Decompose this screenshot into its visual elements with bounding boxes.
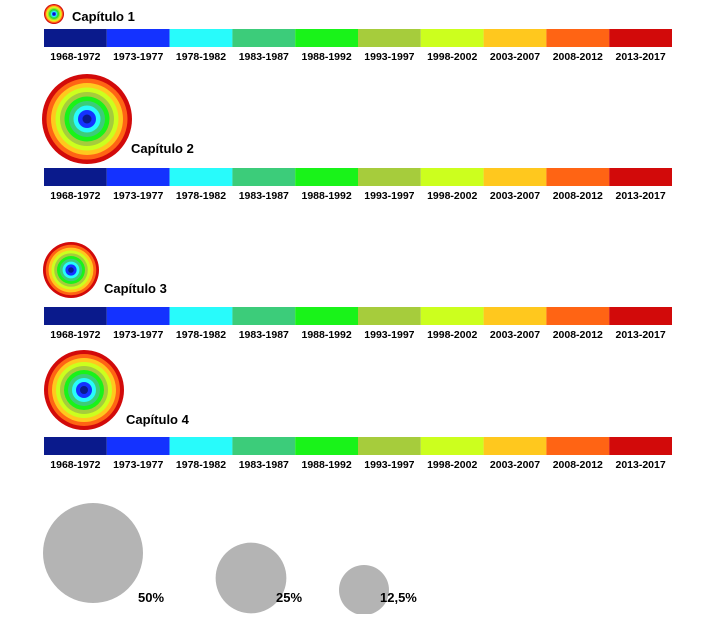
chapter-1-segment-2013-2017 (609, 29, 672, 47)
chapter-4-period-label: 1983-1987 (239, 459, 289, 471)
chapter-3-segment-1973-1977 (106, 307, 170, 325)
chapter-2-ring-1968-1972 (82, 114, 92, 124)
chapter-4-period-label: 2013-2017 (615, 459, 665, 471)
chapter-4-label: Capítulo 4 (126, 412, 190, 427)
chapter-4-segment-1993-1997 (358, 437, 421, 455)
chapter-1-segment-2008-2012 (546, 29, 610, 47)
chapter-2-period-label: 1978-1982 (176, 190, 226, 202)
chapter-4-period-label: 1993-1997 (364, 459, 414, 471)
chapter-3-segment-1983-1987 (232, 307, 296, 325)
chapter-2-period-label: 1998-2002 (427, 190, 477, 202)
chapter-3-ring-1968-1972 (68, 267, 74, 273)
size-legend-label: 25% (276, 590, 302, 605)
size-legend-label: 50% (138, 590, 164, 605)
chapter-3-period-label: 2013-2017 (615, 329, 665, 341)
chapter-4-segment-1978-1982 (169, 437, 233, 455)
size-legend-circle (43, 503, 143, 603)
chapter-2-period-label: 1983-1987 (239, 190, 289, 202)
chapter-4-segment-2003-2007 (483, 437, 547, 455)
chapter-2-period-label: 1988-1992 (301, 190, 351, 202)
chapter-3-period-label: 1973-1977 (113, 329, 163, 341)
chapter-4-period-label: 1973-1977 (113, 459, 163, 471)
size-legend-label: 12,5% (380, 590, 417, 605)
chapter-3-period-label: 1988-1992 (301, 329, 351, 341)
chapter-1-segment-1978-1982 (169, 29, 233, 47)
chapter-1-segment-1968-1972 (44, 29, 107, 47)
chapter-1-period-label: 1998-2002 (427, 51, 477, 63)
chapter-1-segment-1973-1977 (106, 29, 170, 47)
chapter-1-period-label: 2003-2007 (490, 51, 540, 63)
chapter-1-period-label: 1968-1972 (50, 51, 100, 63)
chapter-4-ring-1968-1972 (80, 386, 88, 394)
chapter-3-period-label: 1968-1972 (50, 329, 100, 341)
chapter-1-segment-1983-1987 (232, 29, 296, 47)
chapter-3-period-label: 1993-1997 (364, 329, 414, 341)
chapter-4-segment-1968-1972 (44, 437, 107, 455)
chapter-1-period-label: 2013-2017 (615, 51, 665, 63)
chapter-3-segment-2008-2012 (546, 307, 610, 325)
chapter-4-segment-1973-1977 (106, 437, 170, 455)
chapter-1-label: Capítulo 1 (72, 9, 135, 24)
chapter-2-label: Capítulo 2 (131, 141, 194, 156)
chapter-3-period-label: 2008-2012 (553, 329, 603, 341)
chapter-2-segment-1993-1997 (358, 168, 421, 186)
chapter-3-segment-1998-2002 (420, 307, 484, 325)
chapter-3-period-label: 1978-1982 (176, 329, 226, 341)
chapter-4-period-label: 1988-1992 (301, 459, 351, 471)
chapter-3-period-label: 2003-2007 (490, 329, 540, 341)
chapter-4-period-label: 2008-2012 (553, 459, 603, 471)
chapter-1-segment-2003-2007 (483, 29, 547, 47)
chapter-2-period-label: 1993-1997 (364, 190, 414, 202)
chapter-3-segment-1968-1972 (44, 307, 107, 325)
chapter-4-segment-1998-2002 (420, 437, 484, 455)
chapter-2-segment-1978-1982 (169, 168, 233, 186)
chapter-3-period-label: 1998-2002 (427, 329, 477, 341)
chapter-1-segment-1998-2002 (420, 29, 484, 47)
chapter-3-segment-2003-2007 (483, 307, 547, 325)
chapter-1-period-label: 2008-2012 (553, 51, 603, 63)
chapter-4-period-label: 1968-1972 (50, 459, 100, 471)
chapter-2-segment-1968-1972 (44, 168, 107, 186)
chapter-2-period-label: 2008-2012 (553, 190, 603, 202)
chapter-4-segment-2013-2017 (609, 437, 672, 455)
chapter-2-period-label: 1973-1977 (113, 190, 163, 202)
chapter-2-segment-1983-1987 (232, 168, 296, 186)
chapter-2-period-label: 1968-1972 (50, 190, 100, 202)
chapter-1-period-label: 1988-1992 (301, 51, 351, 63)
chapter-4-period-label: 1978-1982 (176, 459, 226, 471)
chapter-4-segment-2008-2012 (546, 437, 610, 455)
chapter-2-segment-2008-2012 (546, 168, 610, 186)
chapter-3-segment-1988-1992 (295, 307, 358, 325)
chapter-3-segment-1993-1997 (358, 307, 421, 325)
chapter-3-segment-1978-1982 (169, 307, 233, 325)
chapter-3-label: Capítulo 3 (104, 281, 167, 296)
chapter-2-segment-1988-1992 (295, 168, 358, 186)
chapter-4-period-label: 2003-2007 (490, 459, 540, 471)
size-legend-circle (215, 542, 287, 614)
chapter-2-segment-2013-2017 (609, 168, 672, 186)
chapter-1-period-label: 1978-1982 (176, 51, 226, 63)
chapter-1-ring-1968-1972 (53, 13, 55, 15)
chapter-1-segment-1993-1997 (358, 29, 421, 47)
chapter-4-period-label: 1998-2002 (427, 459, 477, 471)
chapter-2-segment-1973-1977 (106, 168, 170, 186)
chapter-2-period-label: 2003-2007 (490, 190, 540, 202)
chapter-3-period-label: 1983-1987 (239, 329, 289, 341)
chapter-1-period-label: 1993-1997 (364, 51, 414, 63)
chapter-2-segment-1998-2002 (420, 168, 484, 186)
chapter-1-period-label: 1973-1977 (113, 51, 163, 63)
chapter-4-segment-1983-1987 (232, 437, 296, 455)
chapter-2-period-label: 2013-2017 (615, 190, 665, 202)
size-legend-circle (339, 565, 389, 615)
chapter-4-segment-1988-1992 (295, 437, 358, 455)
chapter-1-period-label: 1983-1987 (239, 51, 289, 63)
chapter-2-segment-2003-2007 (483, 168, 547, 186)
chapter-3-segment-2013-2017 (609, 307, 672, 325)
chapter-1-segment-1988-1992 (295, 29, 358, 47)
